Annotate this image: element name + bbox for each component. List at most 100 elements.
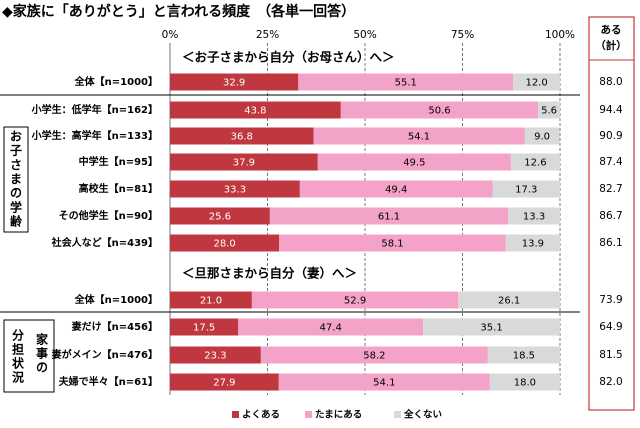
total-value: 64.9 [599,321,622,333]
bar-value-label: 13.3 [523,212,545,223]
legend-label: よくある [242,409,280,421]
bar-segment-sometimes [278,373,490,391]
bar-value-label: 37.9 [233,158,255,169]
bar-segment-never [524,127,560,145]
bar-segment-often [170,318,239,336]
bar-segment-often [170,127,314,145]
bar-segment-often [170,180,300,198]
bar-segment-sometimes [313,127,525,145]
bar-segment-sometimes [317,153,511,171]
bar-value-label: 18.0 [514,378,536,389]
row-label: 小学生：高学年【n=133】 [31,129,158,142]
bar-segment-never [510,153,560,171]
bar-value-label: 32.9 [223,78,245,89]
bar-value-label: 36.8 [231,132,253,143]
bar-segment-never [513,73,560,91]
total-value: 86.1 [599,237,622,249]
row-label: 中学生【n=95】 [79,155,158,168]
bar-value-label: 23.3 [204,351,226,362]
bar-segment-often [170,291,252,309]
bar-segment-never [423,318,560,336]
row-label: 高校生【n=81】 [79,182,158,195]
row-label: その他学生【n=90】 [59,209,158,222]
bar-segment-sometimes [299,180,493,198]
bar-segment-sometimes [269,207,509,225]
x-tick-label: 25% [256,29,279,41]
bar-value-label: 58.2 [363,351,385,362]
x-tick-label: 75% [451,29,474,41]
group-label-school-age-char: の [10,186,22,200]
bar-value-label: 49.4 [385,185,407,196]
total-value: 90.9 [599,130,622,142]
total-header: （計） [595,39,627,52]
section-header-children: ＜お子さまから自分（お母さん）へ＞ [182,50,395,65]
total-header: ある [601,23,622,36]
bar-value-label: 25.6 [209,212,231,223]
group-box-chores [3,319,55,393]
bar-value-label: 18.5 [513,351,535,362]
group-label-school-age-char: ま [10,172,22,186]
row-label: 全体【n=1000】 [74,293,158,306]
bar-value-label: 50.6 [428,106,450,117]
x-tick-label: 100% [545,29,575,41]
group-label-school-age-char: 子 [10,144,22,158]
group-label-chores-char: 状 [12,356,25,371]
bar-segment-never [492,180,560,198]
bar-value-label: 27.9 [213,378,235,389]
row-label: 妻だけ【n=456】 [72,320,158,333]
bar-segment-sometimes [279,234,506,252]
bar-segment-often [170,234,280,252]
bar-segment-never [508,207,560,225]
bar-segment-often [170,101,341,119]
bar-value-label: 43.8 [244,106,266,117]
total-value: 87.4 [599,156,623,168]
row-label: 小学生：低学年【n=162】 [31,103,158,116]
bar-value-label: 52.9 [344,296,366,307]
total-value: 94.4 [599,104,623,116]
total-value: 88.0 [599,76,622,88]
legend-swatch [305,411,312,418]
legend-swatch [394,411,401,418]
bar-value-label: 12.0 [525,78,547,89]
bar-segment-sometimes [238,318,424,336]
bar-segment-never [489,373,560,391]
total-value: 86.7 [599,210,622,222]
row-label: 妻がメイン【n=476】 [52,348,158,361]
section-header-husband: ＜旦那さまから自分（妻）へ＞ [182,266,357,281]
bar-value-label: 55.1 [395,78,417,89]
bar-segment-sometimes [251,291,459,309]
bar-value-label: 54.1 [373,378,395,389]
bar-segment-sometimes [340,101,539,119]
bar-value-label: 33.3 [224,185,246,196]
bar-segment-often [170,373,279,391]
bar-value-label: 26.1 [498,296,520,307]
bar-segment-never [458,291,560,309]
bar-segment-often [170,346,261,364]
group-label-school-age-char: 齢 [10,214,23,229]
bar-value-label: 54.1 [408,132,430,143]
bar-value-label: 21.0 [200,296,222,307]
total-value: 81.5 [599,349,622,361]
group-label-school-age-char: 学 [10,199,22,214]
bar-segment-never [538,101,560,119]
legend-label: たまにある [315,409,362,421]
row-label: 全体【n=1000】 [74,75,158,88]
bar-value-label: 61.1 [378,212,400,223]
bar-value-label: 35.1 [480,323,502,334]
bar-value-label: 17.5 [193,323,215,334]
chart-title: ◆家族に「ありがとう」と言われる頻度 （各単一回答） [2,3,355,20]
bar-segment-sometimes [260,346,488,364]
bar-value-label: 28.0 [213,239,235,250]
bar-value-label: 58.1 [381,239,403,250]
bar-segment-never [505,234,560,252]
bar-value-label: 5.6 [541,106,557,117]
group-label-chores-char: 家 [36,332,49,347]
bar-segment-often [170,73,299,91]
legend-swatch [232,411,239,418]
bar-value-label: 49.5 [403,158,425,169]
x-tick-label: 50% [353,29,376,41]
group-box-school-age [3,126,29,233]
group-label-chores-char: 事 [36,346,48,361]
bar-value-label: 17.3 [515,185,537,196]
